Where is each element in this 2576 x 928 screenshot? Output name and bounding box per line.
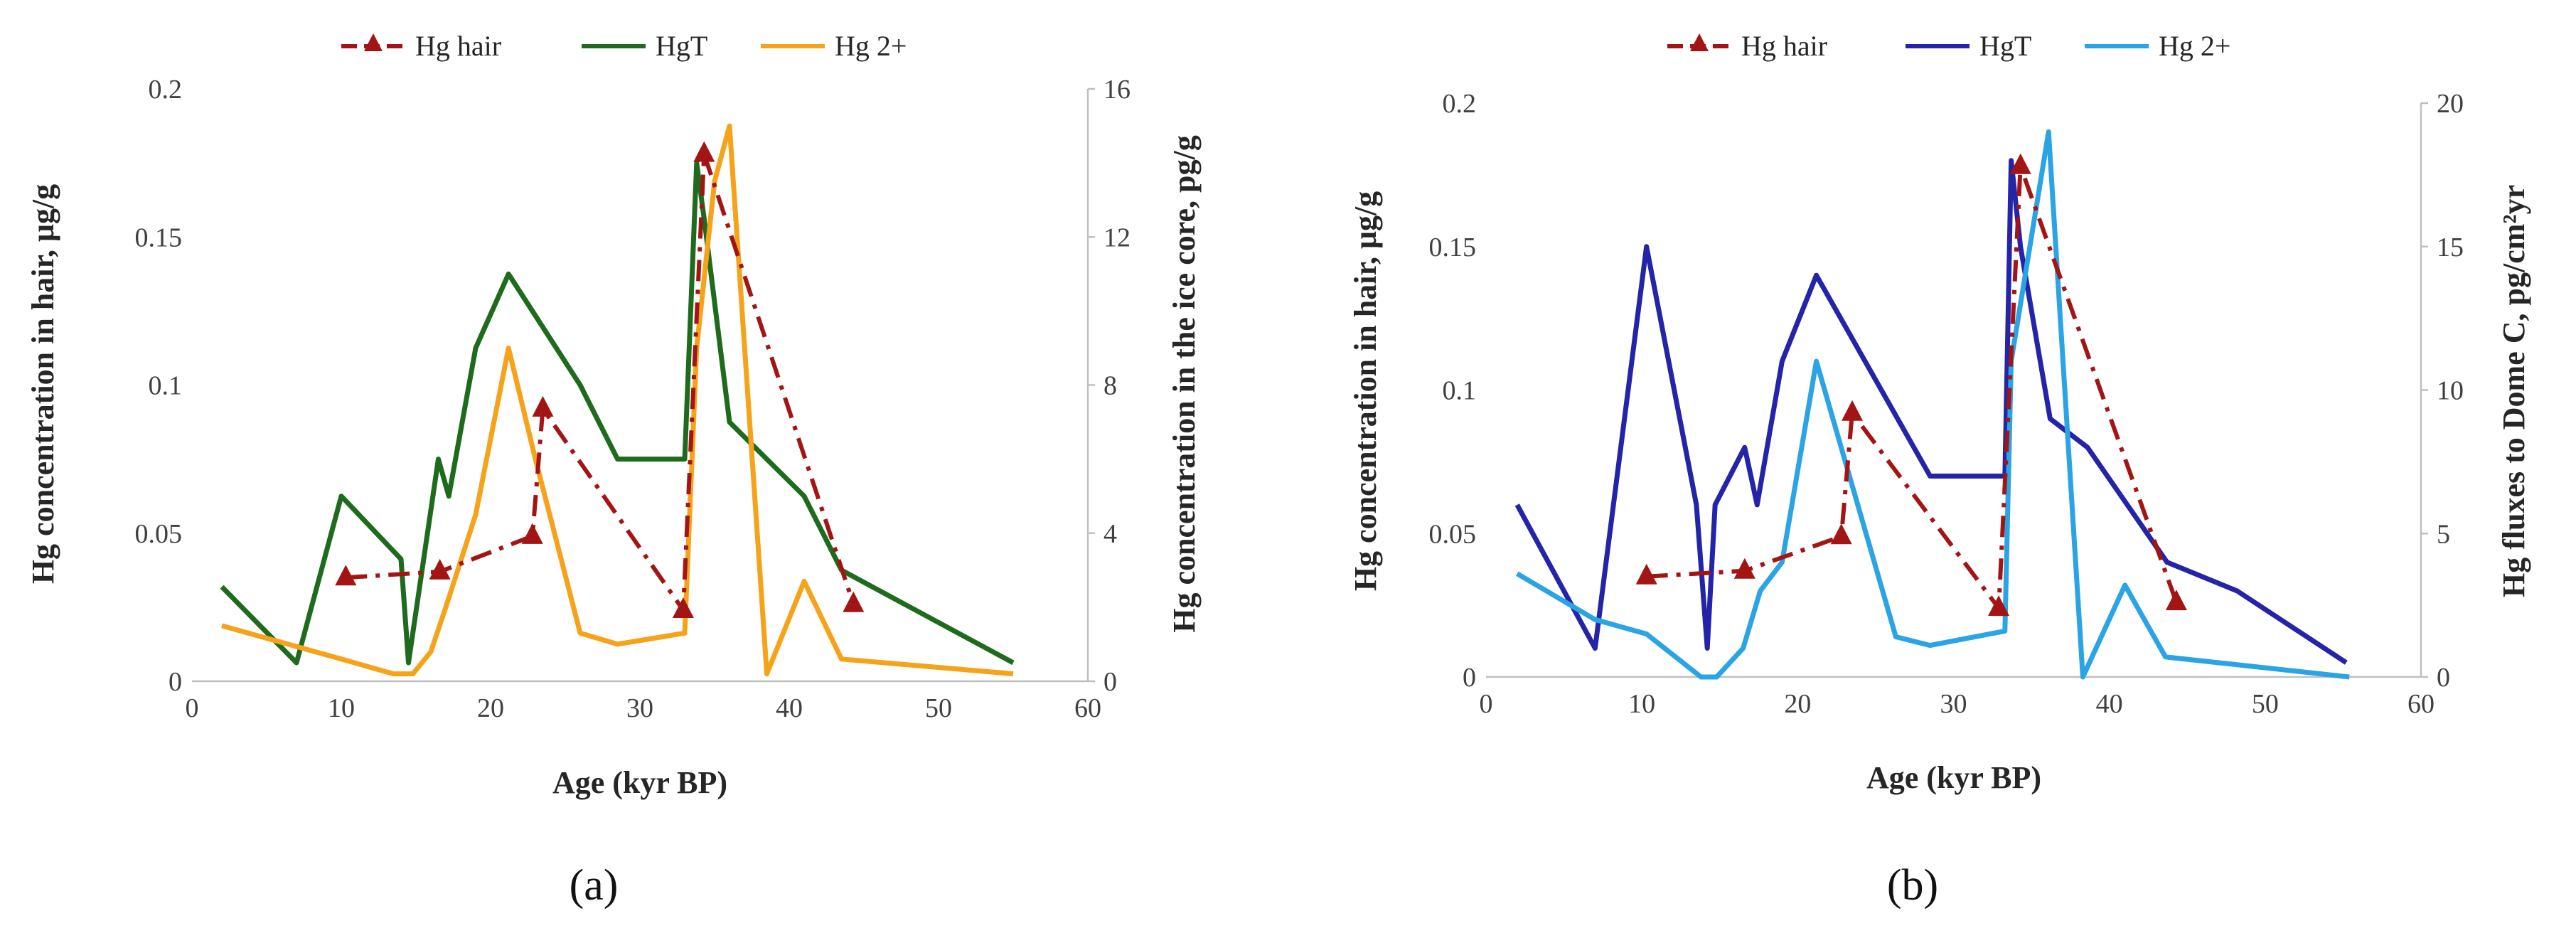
x-tick-label: 40 [776,693,803,723]
x-tick-labels: 0 10 20 30 40 50 60 [186,693,1102,723]
legend-label-hg2: Hg 2+ [835,30,907,62]
x-axis-title: Age (kyr BP) [552,765,727,800]
legend-label-hg-hair: Hg hair [1741,30,1827,62]
y-tick-label: 0.1 [149,371,183,401]
data-point-hg-hair [1830,523,1852,545]
data-point-hg-hair [693,141,715,162]
y-tick-label: 0.05 [1429,519,1477,549]
y-tick-label: 0.05 [135,519,183,549]
y2-axis-title: Hg fluxes to Dome C, pg/cm²yr [2496,185,2531,597]
x-tick-label: 40 [2096,689,2123,719]
y2-tick-label: 12 [1103,223,1131,252]
y-tick-label: 0.15 [1429,233,1477,262]
x-tick-labels: 0 10 20 30 40 50 60 [1480,689,2435,719]
y-axis-title: Hg concentration in hair, μg/g [1348,191,1383,591]
x-axis-title: Age (kyr BP) [1866,760,2041,795]
x-tick-label: 60 [2407,689,2435,719]
y2-tick-label: 20 [2437,89,2464,119]
panel-label-b: (b) [1887,861,1938,910]
data-point-hg-hair [1842,400,1864,421]
y-axis-title: Hg concentration in hair, μg/g [26,184,60,584]
chart-panel-a: Hg hair HgT Hg 2+ 0 10 20 30 40 50 60 00.050.1… [26,30,1202,910]
x-tick-label: 30 [1940,689,1967,719]
series-line-hg-hair [1646,164,2179,611]
y-tick-label: 0.2 [149,75,183,105]
x-tick-label: 50 [925,693,952,723]
x-tick-label: 0 [186,693,199,723]
y-tick-label: 0.15 [135,223,183,252]
x-tick-label: 10 [1628,689,1655,719]
x-tick-label: 60 [1074,693,1101,723]
data-point-hg-hair [843,591,865,612]
series-line-hg-2 [1516,129,2350,680]
y-tick-labels: 0 0.05 0.1 0.15 0.2 [135,75,183,697]
x-tick-label: 30 [626,693,653,723]
y-tick-labels: 0 0.05 0.1 0.15 0.2 [1429,89,1477,693]
series-line-hg-hair [346,151,856,612]
panel-label-a: (a) [570,861,619,910]
y2-tick-label: 10 [2437,376,2464,406]
y2-tick-labels: 0 5 10 15 20 [2421,89,2464,693]
plot-area-b [1514,129,2350,680]
y2-tick-label: 0 [1103,667,1117,697]
legend-item-hg-hair-b: Hg hair [1667,30,1827,62]
legend-a: Hg hair HgT Hg 2+ [341,30,907,62]
y-tick-label: 0 [169,667,182,697]
data-point-hg-hair [2009,153,2031,174]
x-tick-label: 20 [477,693,504,723]
data-point-hg-hair [429,558,451,580]
plot-area-a [220,123,1015,677]
data-point-hg-hair [1988,595,2010,617]
legend-item-hg2-b: Hg 2+ [2085,30,2230,62]
legend-item-hg2-a: Hg 2+ [761,30,907,62]
legend-label-hgt: HgT [1979,30,2031,62]
legend-marker-triangle [1690,33,1709,51]
legend-label-hgt: HgT [656,30,707,62]
data-point-hg-hair [1635,563,1657,585]
legend-item-hgt-a: HgT [582,30,707,62]
y2-tick-label: 4 [1103,519,1117,549]
y2-tick-label: 8 [1103,371,1117,401]
legend-label-hg2: Hg 2+ [2159,30,2230,62]
data-point-hg-hair [2165,590,2187,611]
series-line-hgt [220,160,1015,666]
chart-panel-b: Hg hair HgT Hg 2+ 0 10 20 30 40 50 60 00.050.1… [1348,30,2531,910]
y2-tick-labels: 0 4 8 12 16 [1088,75,1131,697]
data-point-hg-hair [1733,558,1755,579]
legend-item-hgt-b: HgT [1906,30,2031,62]
y-tick-label: 0 [1463,663,1476,693]
series-line-hgt [1514,158,2348,665]
legend-marker-triangle [364,33,383,51]
legend-b: Hg hair HgT Hg 2+ [1667,30,2230,62]
x-tick-label: 20 [1784,689,1811,719]
data-point-hg-hair [672,597,694,619]
legend-item-hg-hair-a: Hg hair [341,30,501,62]
data-point-hg-hair [532,395,554,417]
y-tick-label: 0.2 [1443,89,1477,119]
x-tick-label: 50 [2252,689,2279,719]
y2-tick-label: 16 [1103,75,1131,105]
data-point-hg-hair [335,565,357,586]
x-tick-label: 0 [1480,689,1493,719]
legend-label-hg-hair: Hg hair [415,30,501,62]
y2-tick-label: 5 [2437,519,2450,549]
y-tick-label: 0.1 [1443,376,1477,406]
data-point-hg-hair [521,523,543,544]
y2-axis-title: Hg concentration in the ice core, pg/g [1167,135,1202,632]
y2-tick-label: 0 [2437,663,2450,693]
y2-tick-label: 15 [2437,233,2464,262]
series-line-hg-2 [221,123,1014,677]
x-tick-label: 10 [328,693,355,723]
